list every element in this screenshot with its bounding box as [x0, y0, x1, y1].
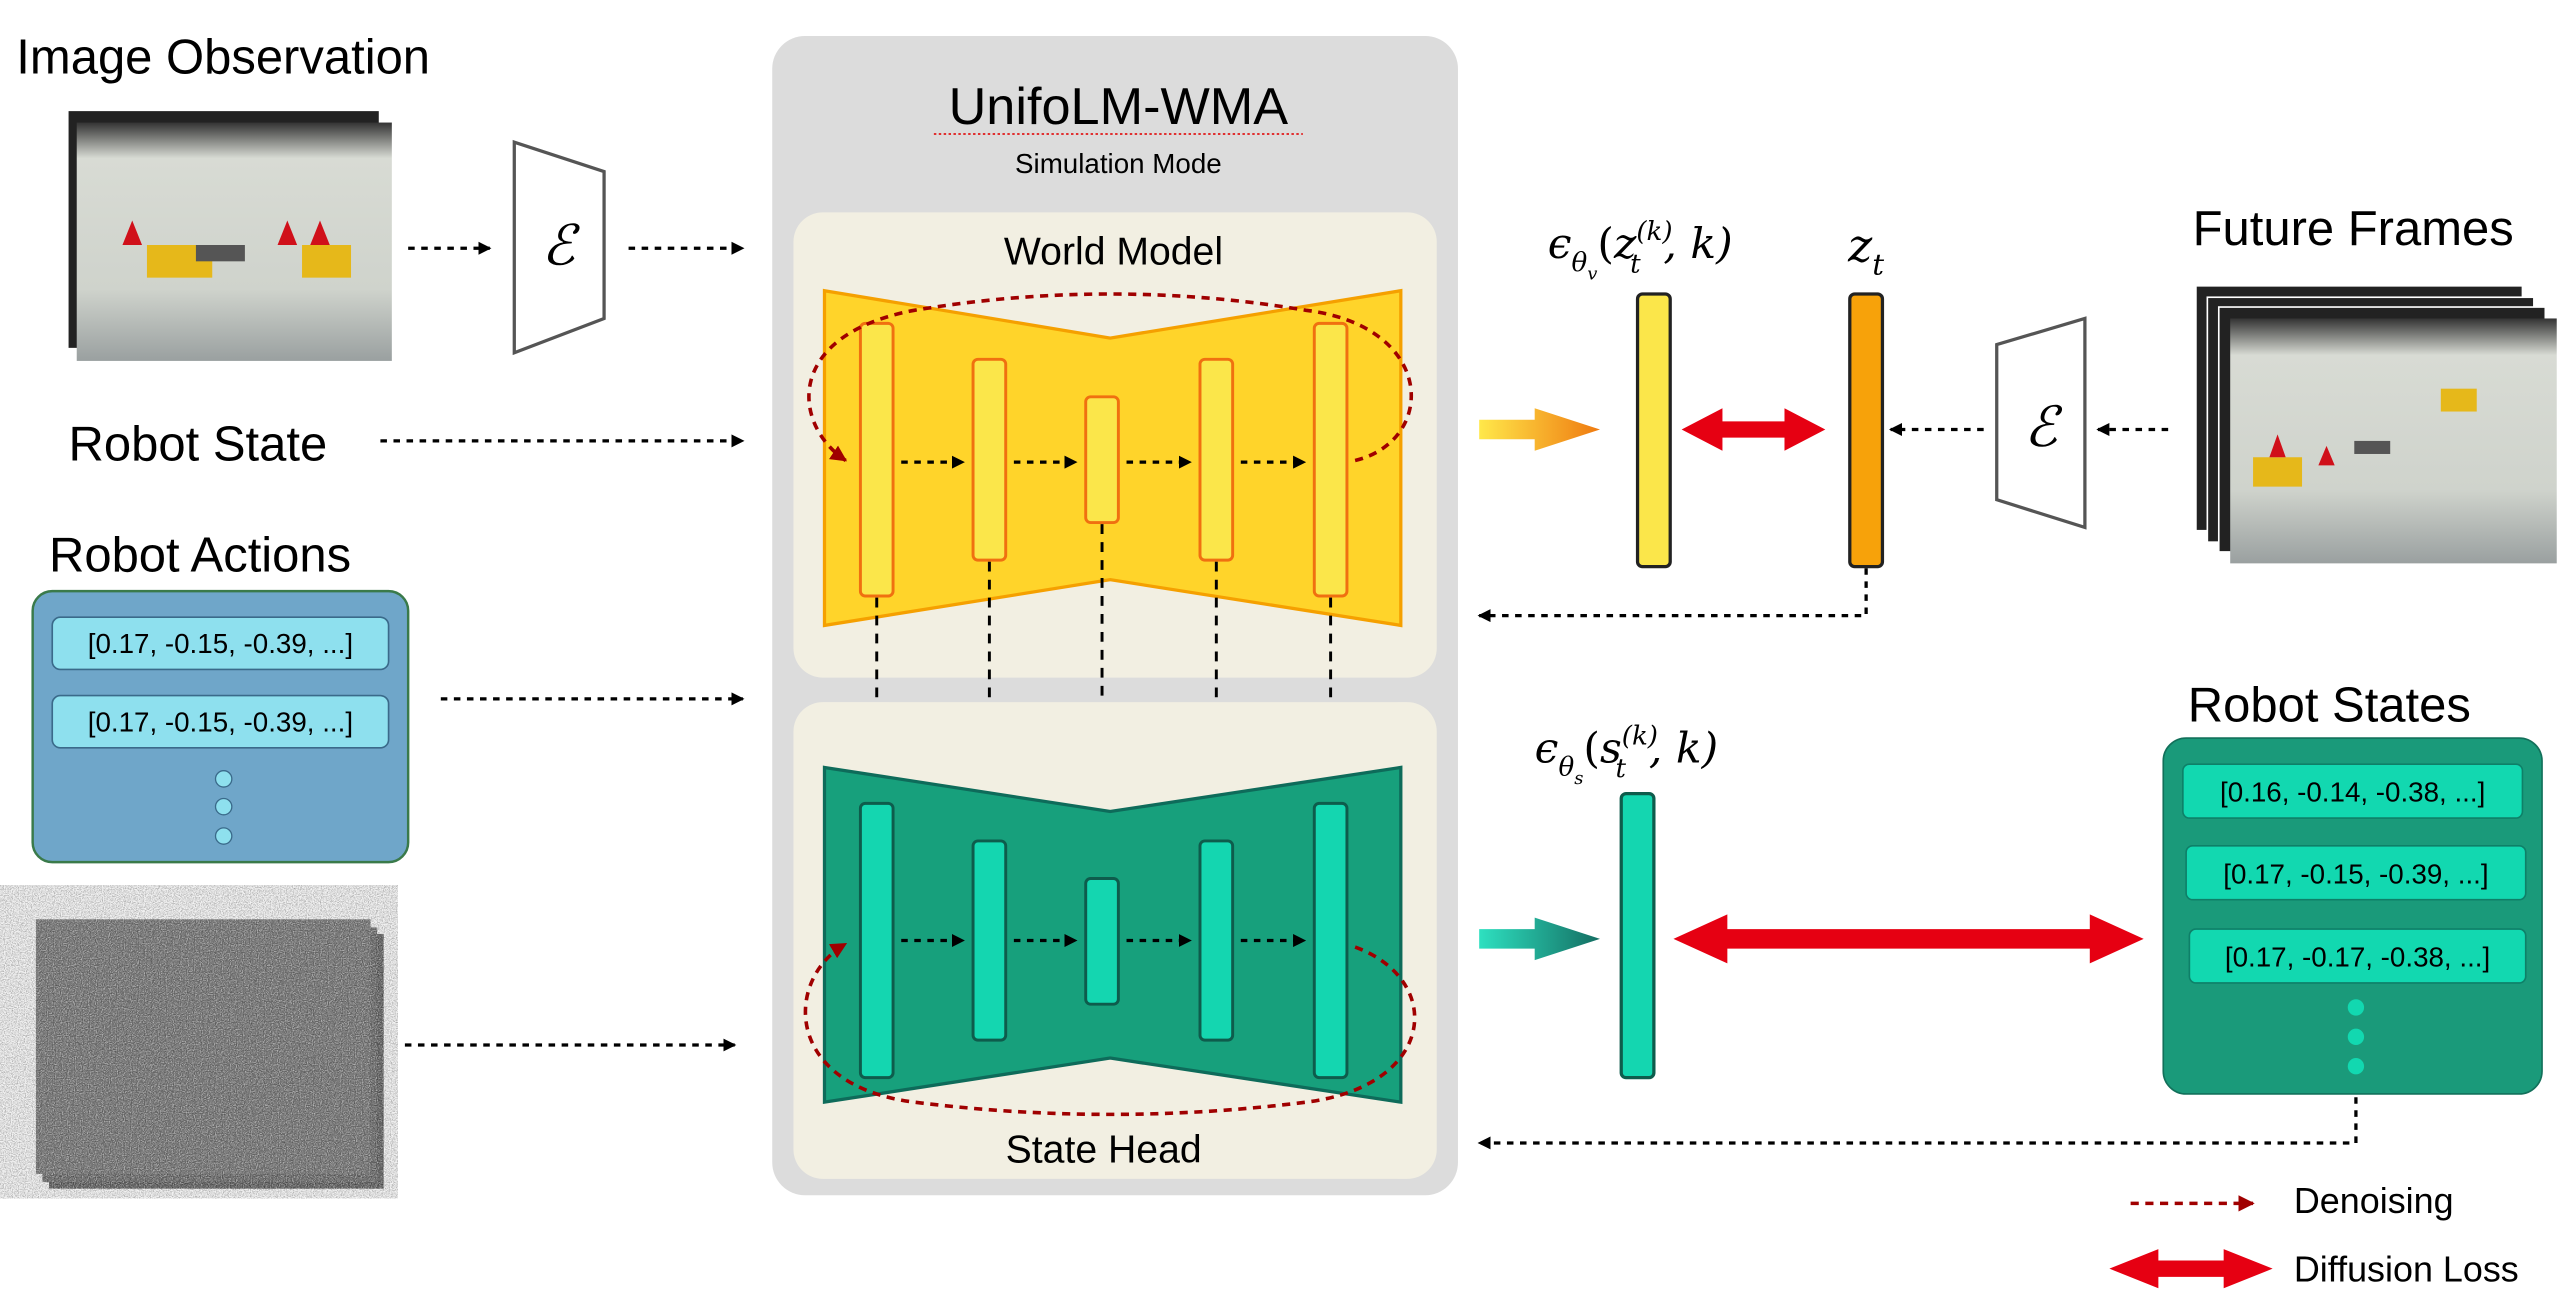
state-head-output-arrow: [1479, 917, 1600, 961]
robot-states-feedback-arrow: [1477, 1097, 2358, 1150]
future-frames-title: Future Frames: [2193, 202, 2514, 256]
legend: Denoising Diffusion Loss: [2109, 1180, 2519, 1290]
robot-action-item: [0.17, -0.15, -0.39, ...]: [88, 628, 353, 659]
ellipsis-dots: [214, 770, 233, 845]
robot-state-item: [0.17, -0.17, -0.38, ...]: [2225, 942, 2490, 973]
diffusion-loss-legend-icon: [2109, 1249, 2273, 1289]
state-head-panel: State Head: [793, 702, 1437, 1179]
world-model-denoising-loop: [807, 292, 1413, 463]
robot-states-box: [0.16, -0.14, -0.38, ...] [0.17, -0.15, …: [2162, 737, 2543, 1095]
robot-state-item: [0.17, -0.15, -0.39, ...]: [2223, 858, 2488, 889]
predicted-video-noise-bar: [1635, 292, 1672, 569]
world-model-layers: [858, 321, 1349, 598]
robot-states-title: Robot States: [2188, 679, 2471, 733]
latent-label: zt: [1847, 219, 1884, 281]
future-frames: [2195, 285, 2557, 564]
image-encoder: ℰ: [512, 139, 606, 356]
image-observation-frames: [68, 111, 392, 361]
model-title: UnifoLM-WMA: [949, 78, 1289, 136]
state-head-denoising-loop: [803, 942, 1417, 1117]
ellipsis-dots: [2347, 999, 2365, 1075]
legend-diffusion-loss: Diffusion Loss: [2294, 1249, 2519, 1290]
encoder-symbol: ℰ: [542, 214, 581, 279]
video-noise-label: ϵθv(z(k) t, k): [1548, 217, 1733, 284]
state-head-title: State Head: [1006, 1129, 1202, 1172]
robot-actions-title: Robot Actions: [49, 529, 351, 583]
image-observation-title: Image Observation: [16, 31, 430, 85]
state-head-layers: [858, 801, 1349, 1080]
predicted-state-noise-bar: [1619, 791, 1656, 1080]
encoder-symbol: ℰ: [2024, 395, 2063, 460]
robot-action-item: [0.17, -0.15, -0.39, ...]: [88, 707, 353, 738]
video-diffusion-loss-arrow: [1681, 408, 1826, 451]
latent-feedback-arrow: [1477, 568, 1868, 623]
state-noise-label: ϵθs(s(k) t, k): [1535, 722, 1718, 789]
world-model-panel: World Model: [793, 212, 1437, 678]
world-model-title: World Model: [1004, 231, 1223, 274]
robot-state-item: [0.16, -0.14, -0.38, ...]: [2220, 777, 2485, 808]
future-frame-encoder: ℰ: [1995, 316, 2087, 530]
model-mode: Simulation Mode: [1015, 148, 1222, 179]
state-diffusion-loss-arrow: [1673, 914, 2144, 964]
noise-frames: [29, 911, 384, 1189]
latent-bar: [1848, 292, 1885, 569]
robot-state-title: Robot State: [69, 418, 328, 472]
robot-actions-box: [0.17, -0.15, -0.39, ...] [0.17, -0.15, …: [31, 589, 410, 864]
world-model-output-arrow: [1479, 408, 1600, 451]
legend-denoising: Denoising: [2294, 1180, 2454, 1221]
